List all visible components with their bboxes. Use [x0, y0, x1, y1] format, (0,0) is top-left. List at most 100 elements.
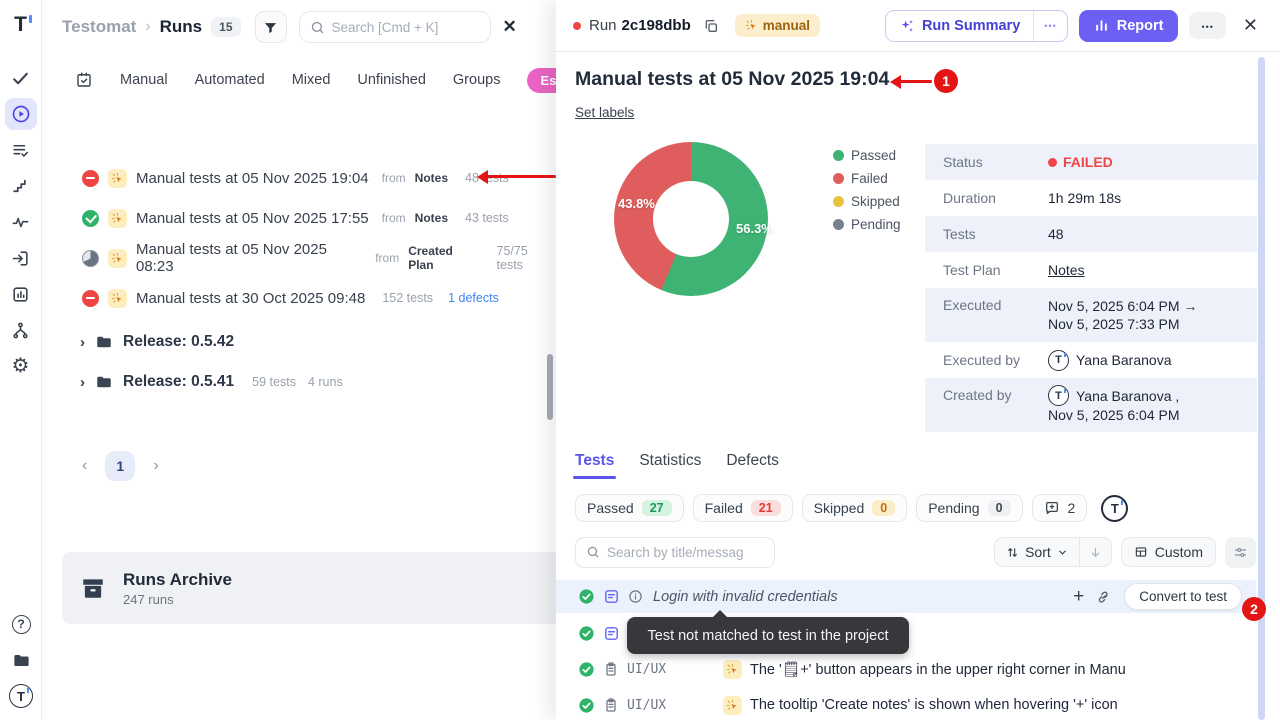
- filter-button[interactable]: [255, 11, 287, 43]
- passed-check-icon: [578, 697, 595, 714]
- tests-search[interactable]: [575, 537, 775, 568]
- sort-button[interactable]: Sort: [995, 538, 1079, 566]
- detail-panel-scrollbar[interactable]: [1258, 57, 1265, 720]
- tab-automated[interactable]: Automated: [195, 72, 265, 88]
- legend-item-skipped[interactable]: Skipped: [833, 194, 901, 209]
- test-row[interactable]: Login with invalid credentials + Convert…: [556, 580, 1256, 613]
- sliders-icon: [1233, 545, 1248, 560]
- failed-dot-icon: [1048, 158, 1057, 167]
- sidebar-item-pulls[interactable]: [5, 242, 37, 274]
- tab-defects[interactable]: Defects: [726, 452, 779, 479]
- info-row-status: Status FAILED: [925, 144, 1257, 180]
- copy-run-id-button[interactable]: [703, 18, 719, 34]
- archive-title: Runs Archive: [123, 570, 232, 590]
- run-row[interactable]: Manual tests at 30 Oct 2025 09:48 152 te…: [42, 278, 556, 318]
- sidebar-item-settings[interactable]: ⚙: [5, 350, 37, 382]
- plus-icon[interactable]: +: [1073, 586, 1084, 608]
- chip-failed[interactable]: Failed21: [693, 494, 793, 522]
- custom-view-button[interactable]: Custom: [1121, 537, 1216, 567]
- runs-search[interactable]: [299, 11, 491, 43]
- run-row[interactable]: Manual tests at 05 Nov 2025 08:23 from C…: [42, 238, 556, 278]
- assignee-avatar[interactable]: T: [1101, 495, 1128, 522]
- chip-comments[interactable]: 2: [1032, 494, 1088, 522]
- sort-arrows-icon: [1006, 546, 1019, 559]
- page-number-button[interactable]: 1: [105, 451, 135, 481]
- convert-to-test-button[interactable]: Convert to test: [1124, 583, 1242, 610]
- report-button[interactable]: Report: [1079, 10, 1179, 42]
- select-runs-icon[interactable]: [75, 71, 93, 89]
- failed-dot-icon: [573, 22, 581, 30]
- sign-in-icon: [11, 249, 30, 268]
- sidebar-item-analytics[interactable]: [5, 278, 37, 310]
- runs-list-panel: Testomat › Runs 15 ✕ Manual Automated Mi…: [42, 0, 556, 720]
- prev-page-button[interactable]: ‹: [78, 453, 91, 479]
- chevron-right-icon[interactable]: ›: [80, 334, 85, 351]
- passed-status-icon: [82, 210, 99, 227]
- chip-skipped[interactable]: Skipped0: [802, 494, 908, 522]
- left-panel-scrollbar[interactable]: [547, 354, 553, 420]
- release-group-row[interactable]: › Release: 0.5.42: [42, 322, 556, 362]
- display-settings-button[interactable]: [1225, 537, 1256, 568]
- tooltip: Test not matched to test in the project: [627, 617, 909, 654]
- sidebar-item-docs[interactable]: [5, 644, 37, 676]
- more-icon: •••: [1044, 21, 1056, 31]
- rail-bottom: ? T: [0, 604, 42, 716]
- more-icon: •••: [1201, 22, 1213, 32]
- chip-pending[interactable]: Pending0: [916, 494, 1022, 522]
- sidebar-item-tests[interactable]: [5, 62, 37, 94]
- sort-direction-button[interactable]: [1079, 538, 1111, 566]
- test-row[interactable]: UI/UX The '🗒+' button appears in the upp…: [556, 651, 1256, 687]
- link-icon[interactable]: [1096, 589, 1112, 605]
- runs-search-input[interactable]: [332, 20, 472, 35]
- sidebar-item-branches[interactable]: [5, 314, 37, 346]
- tab-groups[interactable]: Groups: [453, 72, 501, 88]
- set-labels-link[interactable]: Set labels: [575, 105, 634, 120]
- tab-mixed[interactable]: Mixed: [292, 72, 331, 88]
- donut-chart[interactable]: 43.8% 56.3%: [614, 142, 768, 296]
- folder-icon: [95, 373, 113, 391]
- breadcrumb-section[interactable]: Runs: [160, 17, 203, 37]
- close-search-button[interactable]: ✕: [503, 17, 517, 37]
- close-panel-button[interactable]: ✕: [1243, 15, 1258, 36]
- search-icon: [586, 545, 600, 559]
- manual-test-icon: [723, 660, 742, 679]
- chevron-right-icon[interactable]: ›: [80, 374, 85, 391]
- tests-search-input[interactable]: [607, 545, 757, 560]
- help-button[interactable]: ?: [5, 608, 37, 640]
- tab-estimate-badge[interactable]: Estim: [527, 68, 556, 93]
- sidebar-item-activity[interactable]: [5, 206, 37, 238]
- run-label: Run: [589, 17, 617, 34]
- tab-statistics[interactable]: Statistics: [639, 452, 701, 479]
- tab-unfinished[interactable]: Unfinished: [357, 72, 426, 88]
- chip-passed[interactable]: Passed27: [575, 494, 684, 522]
- next-page-button[interactable]: ›: [149, 453, 162, 479]
- passed-dot-icon: [833, 150, 844, 161]
- run-summary-more-button[interactable]: •••: [1033, 11, 1066, 41]
- legend-item-passed[interactable]: Passed: [833, 148, 901, 163]
- manual-run-icon: [108, 209, 127, 228]
- legend-item-pending[interactable]: Pending: [833, 217, 901, 232]
- detail-tabs: Tests Statistics Defects: [575, 452, 779, 479]
- more-actions-button[interactable]: •••: [1189, 12, 1225, 39]
- run-summary-button[interactable]: Run Summary: [886, 11, 1033, 41]
- tab-manual[interactable]: Manual: [120, 72, 168, 88]
- sidebar-item-milestones[interactable]: [5, 170, 37, 202]
- app-logo[interactable]: T: [5, 8, 37, 40]
- avatar: T: [9, 684, 33, 708]
- run-row[interactable]: Manual tests at 05 Nov 2025 17:55 from N…: [42, 198, 556, 238]
- runs-archive-row[interactable]: Runs Archive 247 runs: [62, 552, 556, 624]
- test-plan-link[interactable]: Notes: [1048, 262, 1085, 278]
- sidebar-item-runs[interactable]: [5, 98, 37, 130]
- test-row[interactable]: UI/UX The tooltip 'Create notes' is show…: [556, 687, 1256, 720]
- defects-link[interactable]: 1 defects: [448, 291, 499, 305]
- sidebar-item-plans[interactable]: [5, 134, 37, 166]
- legend-item-failed[interactable]: Failed: [833, 171, 901, 186]
- release-group-row[interactable]: › Release: 0.5.41 59 tests 4 runs: [42, 362, 556, 402]
- passed-check-icon: [578, 588, 595, 605]
- user-avatar-button[interactable]: T: [5, 680, 37, 712]
- avatar: T: [1048, 350, 1069, 371]
- failed-status-icon: [82, 290, 99, 307]
- tab-tests[interactable]: Tests: [575, 452, 614, 479]
- manual-run-icon: [108, 249, 127, 268]
- breadcrumb-project[interactable]: Testomat: [62, 17, 136, 37]
